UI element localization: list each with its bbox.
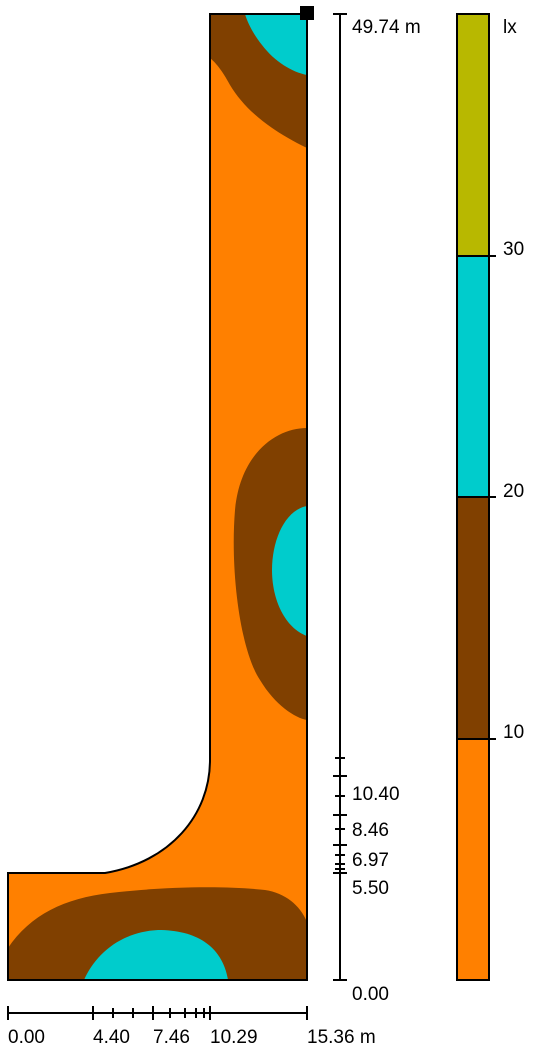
legend-tick-label: 20 bbox=[503, 481, 524, 502]
legend-unit: lx bbox=[503, 17, 517, 38]
legend-zone-10-20 bbox=[456, 496, 490, 740]
y-scale-top-label: 49.74 m bbox=[352, 17, 421, 38]
legend-zone-0-10 bbox=[456, 738, 490, 981]
y-scale-label: 5.50 bbox=[352, 878, 389, 899]
zone-20-30-bottom bbox=[84, 930, 228, 980]
y-scale-label: 8.46 bbox=[352, 820, 389, 841]
y-scale-label: 0.00 bbox=[352, 984, 389, 1005]
zone-10-20-middle bbox=[233, 428, 307, 720]
legend-bar bbox=[456, 13, 496, 981]
y-scale bbox=[333, 13, 347, 981]
legend-zone-30-plus bbox=[456, 13, 490, 257]
legend-zone-20-30 bbox=[456, 255, 490, 498]
y-scale-label: 10.40 bbox=[352, 784, 400, 805]
x-scale-label: 0.00 bbox=[8, 1027, 45, 1048]
legend-tick-label: 10 bbox=[503, 722, 524, 743]
x-scale-label: 7.46 bbox=[153, 1027, 190, 1048]
x-scale bbox=[7, 1006, 308, 1020]
zone-20-30-middle bbox=[272, 506, 307, 636]
x-scale-label: 15.36 m bbox=[307, 1027, 376, 1048]
legend-tick-label: 30 bbox=[503, 239, 524, 260]
x-scale-label: 10.29 bbox=[210, 1027, 258, 1048]
plan-outline bbox=[7, 13, 308, 981]
zone-0-10 bbox=[8, 14, 307, 980]
square-marker bbox=[300, 6, 314, 20]
zone-20-30-top bbox=[245, 14, 307, 75]
y-scale-label: 6.97 bbox=[352, 850, 389, 871]
floor-plan bbox=[7, 6, 314, 981]
x-scale-label: 4.40 bbox=[93, 1027, 130, 1048]
